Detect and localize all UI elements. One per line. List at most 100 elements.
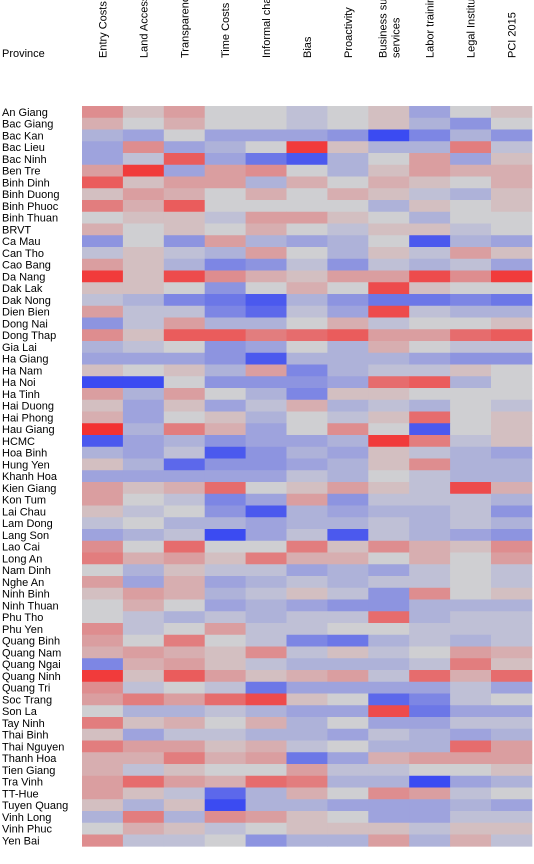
heatmap-cell [204, 752, 246, 765]
heatmap-cell [491, 364, 533, 377]
heatmap-cell [409, 693, 451, 706]
heatmap-cell [327, 153, 369, 166]
heatmap-cell [82, 752, 124, 765]
heatmap-cell [368, 564, 410, 577]
heatmap-cell [286, 493, 328, 506]
heatmap-cell [204, 294, 246, 307]
heatmap-cell [82, 764, 124, 777]
heatmap-cell [409, 141, 451, 154]
heatmap-cell [409, 634, 451, 647]
heatmap-cell [286, 294, 328, 307]
heatmap-cell [122, 247, 165, 260]
heatmap-cell [409, 188, 451, 201]
column-label: services [390, 17, 402, 58]
heatmap-cell [450, 529, 492, 542]
heatmap-cell [163, 670, 206, 683]
heatmap-cell [368, 106, 410, 119]
heatmap-cell [368, 529, 410, 542]
row-label: Yen Bai [2, 835, 40, 847]
heatmap-cell [204, 611, 246, 624]
row-label: Dong Nai [2, 318, 48, 330]
heatmap-cell [327, 564, 369, 577]
heatmap-cell [327, 458, 369, 471]
heatmap-cell [163, 435, 206, 448]
heatmap-cell [82, 223, 124, 236]
heatmap-cell [245, 705, 287, 718]
heatmap-cell [286, 811, 328, 824]
heatmap-cell [122, 399, 165, 412]
heatmap-cell [122, 799, 165, 812]
heatmap-cell [122, 646, 165, 659]
heatmap-cell [82, 411, 124, 424]
heatmap-cell [204, 705, 246, 718]
row-label: Binh Phuoc [2, 201, 59, 213]
column-label: Proactivity [343, 7, 355, 58]
heatmap-cell [286, 587, 328, 600]
heatmap-cell [368, 211, 410, 224]
heatmap-cell [82, 153, 124, 166]
heatmap-cell [368, 305, 410, 318]
heatmap-cell [491, 728, 533, 741]
heatmap-cell [286, 423, 328, 436]
heatmap-cell [368, 752, 410, 765]
heatmap-cell [204, 717, 246, 730]
heatmap-cell [450, 517, 492, 530]
heatmap-cell [491, 681, 533, 694]
heatmap-cell [286, 634, 328, 647]
heatmap-cell [286, 799, 328, 812]
heatmap-cell [368, 681, 410, 694]
heatmap-cell [82, 364, 124, 377]
heatmap-cell [122, 775, 165, 788]
heatmap-cell [327, 611, 369, 624]
heatmap-cell [204, 129, 246, 142]
heatmap-cell [368, 505, 410, 518]
heatmap-cell [368, 811, 410, 824]
row-label: Ninh Binh [2, 589, 50, 601]
heatmap-cell [327, 787, 369, 800]
heatmap-cell [82, 106, 124, 119]
heatmap-cell [163, 294, 206, 307]
heatmap-cell [450, 658, 492, 671]
heatmap-cell [245, 752, 287, 765]
heatmap-cell [82, 634, 124, 647]
heatmap-cell [327, 834, 369, 847]
heatmap-cell [204, 423, 246, 436]
heatmap-cell [491, 247, 533, 260]
heatmap-cell [204, 141, 246, 154]
heatmap-cell [245, 235, 287, 248]
heatmap-cell [327, 282, 369, 295]
heatmap-cell [327, 693, 369, 706]
heatmap-cell [491, 529, 533, 542]
heatmap-cell [368, 740, 410, 753]
heatmap-cell [327, 188, 369, 201]
heatmap-cell [368, 717, 410, 730]
heatmap-cell [163, 235, 206, 248]
heatmap-cell [327, 775, 369, 788]
heatmap-cell [204, 364, 246, 377]
column-label: Entry Costs [97, 1, 109, 58]
heatmap-cell [368, 164, 410, 177]
heatmap-cell [368, 411, 410, 424]
heatmap-cell [245, 505, 287, 518]
row-axis-label: Province [2, 48, 45, 60]
heatmap-cell [450, 623, 492, 636]
heatmap-cell [204, 505, 246, 518]
row-label: BRVT [2, 224, 31, 236]
row-label: Vinh Long [2, 812, 51, 824]
heatmap-cell [327, 117, 369, 130]
heatmap-cell [122, 705, 165, 718]
heatmap-cell [450, 470, 492, 483]
heatmap-cell [122, 153, 165, 166]
heatmap-cell [409, 611, 451, 624]
heatmap-cell [327, 681, 369, 694]
heatmap-cell [122, 200, 165, 213]
heatmap-cell [286, 705, 328, 718]
heatmap-cell [409, 623, 451, 636]
heatmap-cell [163, 564, 206, 577]
heatmap-cell [122, 329, 165, 342]
row-label: Can Tho [2, 248, 44, 260]
heatmap-cell [409, 305, 451, 318]
heatmap-cell [327, 646, 369, 659]
row-label: Quang Nam [2, 647, 61, 659]
heatmap-cell [327, 411, 369, 424]
